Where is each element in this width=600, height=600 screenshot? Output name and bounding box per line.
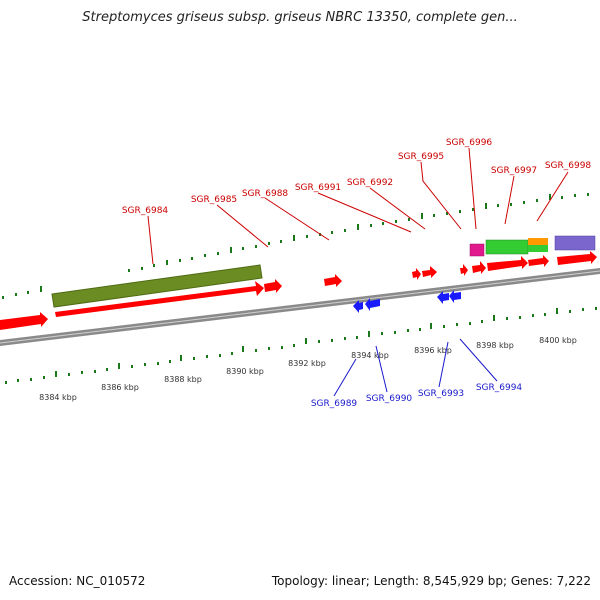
page-title: Streptomyces griseus subsp. griseus NBRC…	[82, 10, 518, 25]
gene-arrow-forward[interactable]	[472, 261, 486, 274]
gene-label-sgr-6992[interactable]: SGR_6992	[347, 178, 393, 188]
gene-arrow-forward[interactable]	[487, 256, 528, 271]
gene-label-sgr-6993[interactable]: SGR_6993	[418, 389, 464, 399]
kbp-label: 8398 kbp	[476, 341, 514, 350]
gene-arrow-reverse[interactable]	[449, 290, 461, 303]
gene-block-olive[interactable]	[51, 264, 263, 308]
kbp-label: 8384 kbp	[39, 393, 77, 402]
gene-label-sgr-6985[interactable]: SGR_6985	[191, 195, 237, 205]
kbp-label: 8396 kbp	[414, 346, 452, 355]
gene-label-sgr-6988[interactable]: SGR_6988	[242, 189, 289, 199]
gene-label-sgr-6997[interactable]: SGR_6997	[491, 166, 537, 176]
gene-arrow-reverse[interactable]	[365, 298, 380, 311]
gene-block-green[interactable]	[485, 239, 529, 255]
gene-block-green[interactable]	[528, 245, 548, 252]
gene-label-sgr-6995[interactable]: SGR_6995	[398, 152, 444, 162]
gene-label-sgr-6994[interactable]: SGR_6994	[476, 383, 523, 393]
gene-block-magenta[interactable]	[469, 243, 485, 257]
gene-arrow-forward[interactable]	[557, 251, 597, 265]
gene-label-sgr-6990[interactable]: SGR_6990	[366, 394, 413, 404]
gene-arrow-reverse[interactable]	[437, 291, 449, 304]
gene-arrow-forward[interactable]	[528, 255, 549, 267]
gene-label-sgr-6991[interactable]: SGR_6991	[295, 183, 341, 193]
gene-arrow-reverse[interactable]	[353, 300, 363, 313]
gene-arrow-forward[interactable]	[460, 264, 468, 276]
gene-arrow-forward[interactable]	[264, 279, 282, 293]
forward-label-leaders	[147, 147, 569, 265]
gene-arrow-forward[interactable]	[324, 274, 342, 287]
gene-arrow-forward[interactable]	[412, 268, 421, 280]
kbp-label: 8390 kbp	[226, 367, 264, 376]
reverse-label-leaders	[333, 338, 498, 397]
gene-block-orange[interactable]	[528, 238, 548, 245]
kbp-label: 8400 kbp	[539, 336, 577, 345]
gene-arrow-forward[interactable]	[422, 266, 437, 278]
gene-arrow-forward[interactable]	[0, 312, 48, 330]
gene-block-purple[interactable]	[554, 235, 596, 251]
lower-tick-row	[5, 307, 597, 384]
kbp-label: 8386 kbp	[101, 383, 139, 392]
reverse-strand-features	[353, 290, 461, 313]
topology-text: Topology: linear; Length: 8,545,929 bp; …	[271, 574, 591, 588]
kbp-label: 8392 kbp	[288, 359, 326, 368]
gene-label-sgr-6989[interactable]: SGR_6989	[311, 399, 358, 409]
gene-arrow-forward[interactable]	[55, 281, 264, 317]
accession-text: Accession: NC_010572	[9, 574, 146, 588]
gene-label-sgr-6998[interactable]: SGR_6998	[545, 161, 592, 171]
kbp-label: 8394 kbp	[351, 351, 389, 360]
forward-strand-features	[0, 235, 597, 330]
gene-label-sgr-6996[interactable]: SGR_6996	[446, 138, 493, 148]
kbp-label: 8388 kbp	[164, 375, 202, 384]
upper-tick-row	[2, 193, 589, 299]
gene-label-sgr-6984[interactable]: SGR_6984	[122, 206, 169, 216]
